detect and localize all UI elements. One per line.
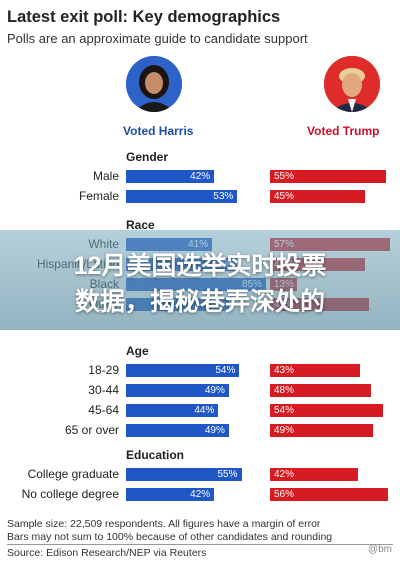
trump-bar: 43% (270, 364, 361, 377)
row-label: Male (92, 169, 119, 183)
row-label: 65 or over (64, 423, 119, 437)
row-label: College graduate (27, 467, 119, 481)
watermark: @bm (367, 544, 392, 555)
harris-bar: 49% (126, 424, 229, 437)
harris-bar: 42% (126, 170, 215, 183)
section-header-age: Age (126, 344, 149, 358)
overlay-band (0, 230, 400, 330)
section-header-gender: Gender (126, 150, 169, 164)
harris-bar: 53% (126, 190, 238, 203)
harris-avatar (126, 56, 182, 112)
footnote-bars: Bars may not sum to 100% because of othe… (7, 531, 333, 543)
section-header-education: Education (126, 448, 185, 462)
harris-bar: 54% (126, 364, 240, 377)
harris-bar: 55% (126, 468, 242, 481)
overlay-text-line2: 数据，揭秘巷弄深处的 (74, 288, 325, 316)
row-label: 45-64 (88, 403, 119, 417)
row-label: 18-29 (88, 363, 119, 377)
row-label: 30-44 (88, 383, 119, 397)
footnote-sample: Sample size: 22,509 respondents. All fig… (7, 518, 321, 530)
trump-label: Voted Trump (307, 124, 380, 138)
chart-subtitle: Polls are an approximate guide to candid… (7, 31, 308, 46)
trump-bar: 45% (270, 190, 365, 203)
source-note: Source: Edison Research/NEP via Reuters (7, 547, 207, 559)
harris-bar: 49% (126, 384, 229, 397)
overlay-text-line1: 12月美国选举实时投票 (73, 252, 327, 280)
harris-bar: 44% (126, 404, 219, 417)
trump-bar: 49% (270, 424, 373, 437)
row-label: Female (78, 189, 119, 203)
harris-label: Voted Harris (123, 124, 194, 138)
trump-bar: 54% (270, 404, 384, 417)
harris-bar: 42% (126, 488, 215, 501)
footer-divider (7, 544, 393, 545)
trump-bar: 56% (270, 488, 388, 501)
row-label: No college degree (21, 487, 119, 501)
trump-avatar (324, 56, 380, 112)
trump-bar: 55% (270, 170, 386, 183)
trump-bar: 42% (270, 468, 359, 481)
chart-title: Latest exit poll: Key demographics (7, 8, 281, 26)
trump-bar: 48% (270, 384, 371, 397)
section-header-race: Race (126, 218, 155, 232)
